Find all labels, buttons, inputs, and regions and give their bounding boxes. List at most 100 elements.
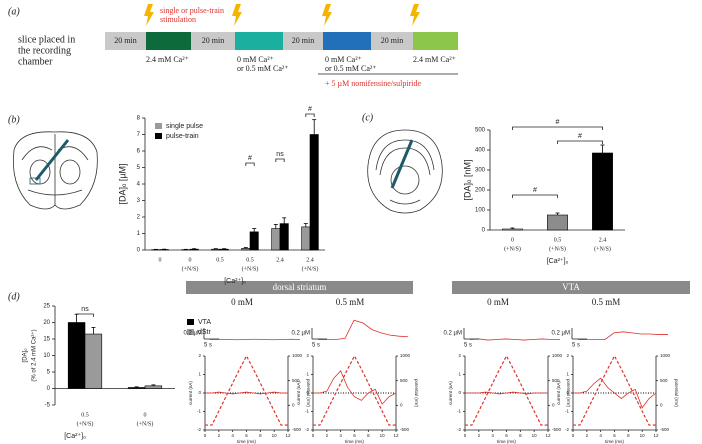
condition-header: 0 mM xyxy=(487,297,509,307)
legend-label: single pulse xyxy=(166,123,203,130)
x-tick-label: 2 xyxy=(478,433,481,438)
x-tick-label: 6 xyxy=(505,433,508,438)
signal-line xyxy=(209,338,301,341)
signal-line xyxy=(205,391,288,395)
significance-label: # xyxy=(308,106,312,113)
y-tick-label: 1 xyxy=(566,372,569,377)
x-tick-label: 0 xyxy=(144,412,147,418)
y-tick-label: 0 xyxy=(566,390,569,395)
condition-header: 0.5 mM xyxy=(336,297,365,307)
x-tick-label: 6 xyxy=(353,433,356,438)
brain-coronal-striatum xyxy=(12,131,98,210)
timeline-segment xyxy=(191,32,235,50)
stimulation-text: stimulation xyxy=(160,15,196,24)
significance-label: # xyxy=(533,187,537,194)
y-tick-label: 1 xyxy=(198,372,201,377)
y-tick-label: 0 xyxy=(198,390,201,395)
waveform-line xyxy=(465,354,548,426)
scale-label-x: 5 s xyxy=(204,343,212,349)
signal-line xyxy=(578,331,668,340)
condition-text: 0 mM Ca²⁺ xyxy=(237,55,274,64)
x-tick-label: 2 xyxy=(326,433,329,438)
bar-chart: 0 1 2 3 4 5 6 7 8 # ns # single pulse pulse-train [DA]… xyxy=(117,106,325,285)
x-tick-label: (+N/S) xyxy=(594,245,611,252)
drug-text: + 5 µM nomifensine/sulpiride xyxy=(325,79,421,88)
y-tick-label: 1 xyxy=(137,231,141,237)
signal-line xyxy=(573,377,657,409)
x-axis-title: [Ca²⁺]ₒ xyxy=(64,433,86,440)
y-tick-label: 1 xyxy=(458,372,461,377)
significance-label: # xyxy=(248,155,252,162)
x-tick-label: 4 xyxy=(231,433,234,438)
y2-tick-label: 1000 xyxy=(292,353,303,358)
y-tick-label: 25 xyxy=(43,304,50,310)
x-tick-label: 10 xyxy=(640,433,646,438)
scale-label-x: 5 s xyxy=(572,343,580,349)
y-tick-label: -1 xyxy=(305,409,309,414)
y-tick-label: 10 xyxy=(43,353,50,359)
x-tick-label: 0 xyxy=(189,257,192,263)
x-tick-label: 12 xyxy=(545,433,551,438)
x-tick-label: (+N/S) xyxy=(77,420,94,427)
x-tick-label: 2.4 xyxy=(599,237,607,243)
y-axis-title: (% of 2.4 mM Ca²⁺) xyxy=(31,329,38,381)
bar xyxy=(249,231,259,251)
x-tick-label: 2.4 xyxy=(276,257,284,263)
timeline-segment xyxy=(371,32,413,50)
bar xyxy=(592,152,613,231)
x-tick-label: 10 xyxy=(532,433,538,438)
y-axis-title: [DA]ₒ [nM] xyxy=(462,160,472,201)
x-tick-label: 4 xyxy=(491,433,494,438)
x-tick-label: 0.5 xyxy=(81,412,89,418)
y-tick-label: 5 xyxy=(137,165,141,171)
y2-tick-label: -500 xyxy=(660,427,670,432)
significance-label: ns xyxy=(81,306,89,313)
start-text: slice placed in xyxy=(18,34,75,45)
x-tick-label: 2.4 xyxy=(306,257,314,263)
timeline-segment xyxy=(283,32,323,50)
x-tick-label: 6 xyxy=(613,433,616,438)
y-tick-label: 15 xyxy=(43,337,50,343)
significance-bracket xyxy=(305,113,315,117)
y-tick-label: -2 xyxy=(305,427,309,432)
x-tick-label: 0 xyxy=(511,237,514,243)
x-tick-label: (+N/S) xyxy=(182,265,199,272)
x-tick-label: 8 xyxy=(627,433,630,438)
x-tick-label: 10 xyxy=(272,433,278,438)
y2-tick-label: 1000 xyxy=(552,353,563,358)
scale-label-y: 0.2 µM xyxy=(444,331,462,337)
legend-label: pulse-train xyxy=(166,133,199,140)
y-axis-title: current (nA) xyxy=(448,381,453,405)
concentration-trace: 0.2 µM5 s xyxy=(552,328,668,349)
lightning-icon xyxy=(410,4,420,26)
y-tick-label: 300 xyxy=(475,168,486,174)
timeline-segment xyxy=(105,32,146,50)
y-tick-label: 0 xyxy=(482,228,486,234)
timeline-segment xyxy=(146,32,191,50)
x-axis-title: time (ms) xyxy=(237,439,256,444)
bar xyxy=(279,223,289,251)
y2-axis-title: potential (mV) xyxy=(566,379,571,408)
x-tick-label: 0 xyxy=(464,433,467,438)
bar xyxy=(547,214,568,231)
y-tick-label: 8 xyxy=(137,116,141,122)
x-tick-label: (+N/S) xyxy=(549,245,566,252)
significance-bracket xyxy=(275,158,285,162)
y2-tick-label: 500 xyxy=(400,378,408,383)
bar xyxy=(301,226,311,251)
y2-axis-title: potential (mV) xyxy=(306,379,311,408)
y-axis-title: current (nA) xyxy=(556,381,561,405)
y2-tick-label: 1000 xyxy=(660,353,671,358)
y-tick-label: 400 xyxy=(475,148,486,154)
x-tick-label: 0 xyxy=(159,257,162,263)
concentration-trace: 0.2 µM5 s xyxy=(184,328,301,349)
y-tick-label: 2 xyxy=(458,353,461,358)
significance-bracket xyxy=(245,162,255,166)
condition-text: 0 mM Ca²⁺ xyxy=(325,55,362,64)
y-tick-label: 3 xyxy=(137,198,141,204)
segment-label: 20 min xyxy=(381,36,403,45)
y-tick-label: -1 xyxy=(565,409,569,414)
